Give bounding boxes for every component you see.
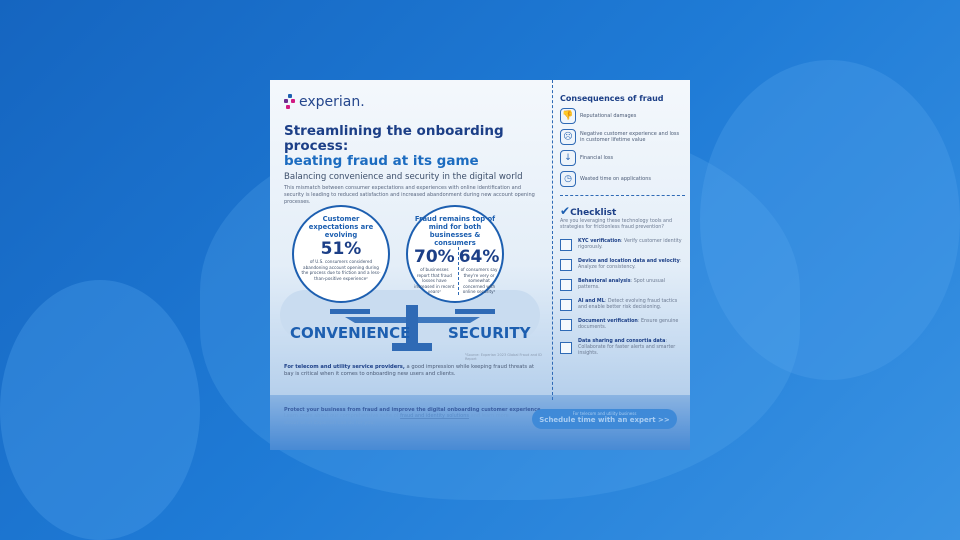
checklist-item: AI and ML: Detect evolving fraud tactics…	[560, 299, 685, 311]
checkbox[interactable]	[560, 259, 572, 271]
checkmark-icon: ✔	[560, 204, 571, 218]
checklist-title: ✔Checklist	[560, 204, 617, 218]
dollar-down-icon: ↓	[560, 150, 576, 166]
dashed-divider	[552, 80, 553, 400]
consequence-item: 👎 Reputational damages	[560, 108, 685, 124]
convenience-label: CONVENIENCE	[290, 324, 411, 342]
solutions-link[interactable]: fraud and identity solutions	[400, 413, 469, 419]
consequence-item: ↓ Financial loss	[560, 150, 685, 166]
checkbox[interactable]	[560, 342, 572, 354]
stat-circle-left: Customer expectations are evolving 51% o…	[292, 205, 390, 303]
consequence-item: ◷ Wasted time on applications	[560, 171, 685, 187]
checkbox[interactable]	[560, 319, 572, 331]
checklist-intro: Are you leveraging these technology tool…	[560, 219, 673, 230]
subtitle: Balancing convenience and security in th…	[284, 172, 523, 182]
footer-cta-section: Protect your business from fraud and imp…	[270, 395, 690, 450]
checkbox[interactable]	[560, 299, 572, 311]
background-blob	[700, 60, 960, 380]
unhappy-face-icon: ☹	[560, 129, 576, 145]
infographic-card: experian. Streamlining the onboarding pr…	[270, 80, 690, 450]
intro-text: This mismatch between consumer expectati…	[284, 185, 535, 205]
stat-circle-right: Fraud remains top of mind for both busin…	[406, 205, 504, 303]
checklist-item: Device and location data and velocity: A…	[560, 259, 685, 271]
consequence-item: ☹ Negative customer experience and loss i…	[560, 129, 685, 145]
checklist-item: KYC verification: Verify customer identi…	[560, 239, 685, 251]
security-label: SECURITY	[448, 324, 531, 342]
background-blob	[0, 280, 200, 540]
checkbox[interactable]	[560, 279, 572, 291]
section-divider	[560, 195, 685, 196]
checklist-item: Behavioral analysis: Spot unusual patter…	[560, 279, 685, 291]
thumbs-down-icon: 👎	[560, 108, 576, 124]
experian-logo: experian.	[284, 92, 538, 112]
telecom-note: For telecom and utility service provider…	[284, 364, 534, 377]
source-note: ¹Source: Experian 2023 Global Fraud and …	[465, 353, 542, 361]
schedule-expert-button[interactable]: For telecom and utility business Schedul…	[532, 409, 677, 429]
consequences-title: Consequences of fraud	[560, 94, 664, 103]
balance-scale-icon	[330, 305, 495, 351]
clock-icon: ◷	[560, 171, 576, 187]
page-title: Streamlining the onboarding process: beat…	[284, 123, 504, 169]
checklist-item: Document verification: Ensure genuine do…	[560, 319, 685, 331]
checkbox[interactable]	[560, 239, 572, 251]
checklist-item: Data sharing and consortia data: Collabo…	[560, 339, 685, 357]
